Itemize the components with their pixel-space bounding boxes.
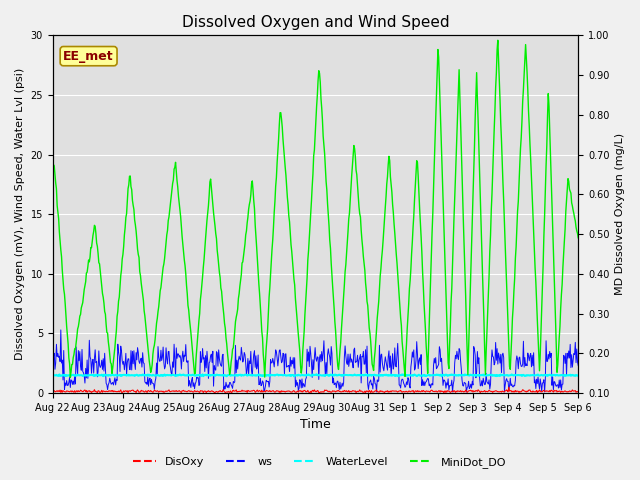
Legend: DisOxy, ws, WaterLevel, MiniDot_DO: DisOxy, ws, WaterLevel, MiniDot_DO <box>129 452 511 472</box>
X-axis label: Time: Time <box>300 419 331 432</box>
Text: EE_met: EE_met <box>63 49 114 63</box>
Y-axis label: Dissolved Oxygen (mV), Wind Speed, Water Lvl (psi): Dissolved Oxygen (mV), Wind Speed, Water… <box>15 68 25 360</box>
Title: Dissolved Oxygen and Wind Speed: Dissolved Oxygen and Wind Speed <box>182 15 449 30</box>
Y-axis label: MD Dissolved Oxygen (mg/L): MD Dissolved Oxygen (mg/L) <box>615 133 625 295</box>
